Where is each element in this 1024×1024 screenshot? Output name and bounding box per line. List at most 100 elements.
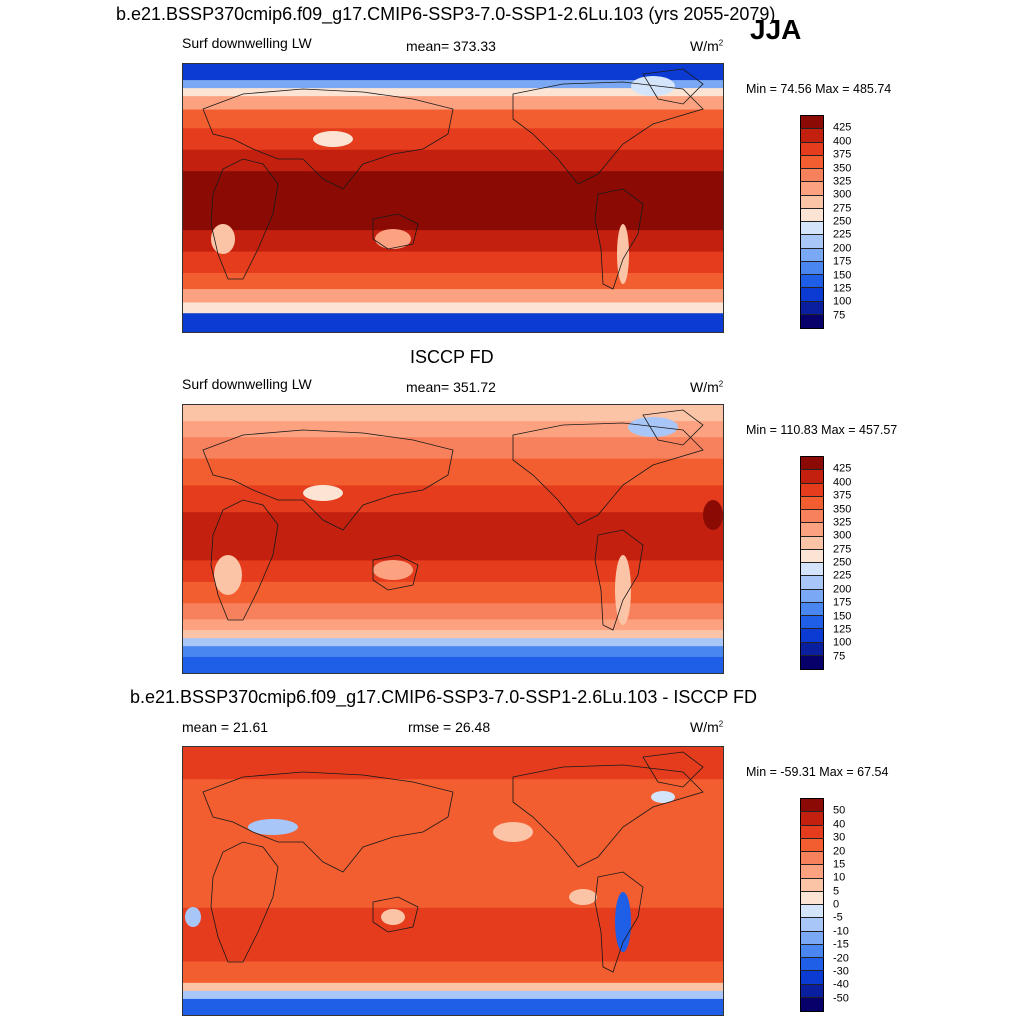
coastline — [372, 554, 419, 591]
field-band — [183, 982, 723, 992]
colorbar-tick-label: 275 — [833, 202, 852, 215]
field-band — [183, 619, 723, 632]
panel1-units: W/m2 — [690, 38, 724, 54]
coastline — [372, 213, 419, 250]
coastline — [202, 88, 454, 190]
field-anomaly — [615, 892, 631, 952]
coastline — [512, 81, 704, 185]
colorbar-tick-label: -10 — [833, 925, 849, 938]
field-band — [183, 512, 723, 562]
colorbar-segment — [801, 116, 823, 130]
colorbar-segment — [801, 878, 823, 892]
coastline — [210, 499, 279, 621]
field-anomaly — [248, 819, 298, 835]
colorbar-tick-label: 75 — [833, 650, 846, 663]
colorbar-tick-label: 0 — [833, 898, 840, 911]
panel3-minmax: Min = -59.31 Max = 67.54 — [746, 765, 889, 779]
field-anomaly — [214, 555, 242, 595]
colorbar-segment — [801, 971, 823, 985]
colorbar-tick-label: -20 — [833, 952, 849, 964]
field-anomaly — [375, 229, 411, 249]
colorbar-tick-label: 200 — [833, 583, 852, 596]
colorbar-tick-label: 50 — [833, 804, 846, 817]
panel3-rmse-label: rmse = 26.48 — [408, 719, 491, 735]
coastline — [210, 841, 279, 963]
colorbar-tick-label: 425 — [833, 121, 852, 134]
field-band — [183, 638, 723, 648]
panel2-mean-label: mean= 351.72 — [406, 379, 496, 395]
colorbar-segment — [801, 169, 823, 183]
colorbar-segment — [801, 275, 823, 289]
field-anomaly — [373, 560, 413, 580]
field-band — [183, 302, 723, 315]
colorbar-segment — [801, 563, 823, 577]
colorbar-segment — [801, 314, 823, 328]
field-anomaly — [617, 224, 629, 284]
colorbar-tick-label: -40 — [833, 978, 849, 991]
colorbar-segment — [801, 838, 823, 852]
field-band — [183, 109, 723, 130]
colorbar-segment — [801, 222, 823, 236]
field-anomaly — [569, 889, 597, 905]
colorbar-tick-label: 150 — [833, 610, 852, 622]
colorbar-segment — [801, 248, 823, 262]
field-anomaly — [303, 485, 343, 501]
panel2-minmax: Min = 110.83 Max = 457.57 — [746, 423, 898, 437]
panel1-map — [182, 63, 724, 333]
panel2-colorbar — [800, 456, 824, 670]
colorbar-tick-label: 10 — [833, 871, 846, 884]
colorbar-segment — [801, 195, 823, 209]
colorbar-tick-label: 350 — [833, 503, 852, 515]
colorbar-tick-label: 40 — [833, 818, 846, 831]
panel2-title: ISCCP FD — [410, 347, 494, 367]
colorbar-tick-label: -30 — [833, 965, 849, 978]
colorbar-segment — [801, 958, 823, 972]
coastline — [642, 68, 704, 105]
colorbar-tick-label: 325 — [833, 175, 852, 188]
field-band — [183, 990, 723, 1000]
colorbar-segment — [801, 155, 823, 169]
field-band — [183, 88, 723, 98]
panel2-units: W/m2 — [690, 379, 724, 395]
colorbar-tick-label: -15 — [833, 938, 849, 951]
field-anomaly — [703, 500, 723, 530]
field-band — [183, 313, 723, 332]
field-band — [183, 421, 723, 439]
colorbar-segment — [801, 496, 823, 510]
field-band — [183, 485, 723, 514]
field-band — [183, 656, 723, 673]
colorbar-segment — [801, 129, 823, 143]
field-anomaly — [651, 791, 675, 803]
panel1-map-canvas — [183, 64, 723, 332]
colorbar-segment — [801, 576, 823, 590]
colorbar-segment — [801, 931, 823, 945]
colorbar-tick-label: -5 — [833, 911, 843, 924]
coastline — [372, 896, 419, 933]
colorbar-tick-label: 250 — [833, 215, 852, 228]
colorbar-tick-label: 200 — [833, 242, 852, 255]
colorbar-segment — [801, 891, 823, 905]
colorbar-tick-label: 300 — [833, 188, 852, 201]
coastline — [594, 871, 644, 973]
colorbar-tick-label: 175 — [833, 255, 852, 268]
panel1-variable-label: Surf downwelling LW — [182, 35, 312, 51]
colorbar-segment — [801, 865, 823, 879]
colorbar-tick-label: 225 — [833, 569, 852, 582]
field-band — [183, 961, 723, 984]
colorbar-tick-label: 75 — [833, 309, 846, 322]
colorbar-segment — [801, 655, 823, 669]
field-band — [183, 171, 723, 232]
field-band — [183, 405, 723, 423]
field-band — [183, 560, 723, 583]
colorbar-segment — [801, 799, 823, 813]
field-band — [183, 289, 723, 304]
field-band — [183, 437, 723, 460]
coastline — [642, 751, 704, 788]
field-band — [183, 149, 723, 173]
colorbar-segment — [801, 288, 823, 302]
field-band — [183, 630, 723, 640]
colorbar-segment — [801, 235, 823, 249]
field-anomaly — [381, 909, 405, 925]
colorbar-tick-label: 375 — [833, 148, 852, 161]
coastline — [202, 429, 454, 531]
